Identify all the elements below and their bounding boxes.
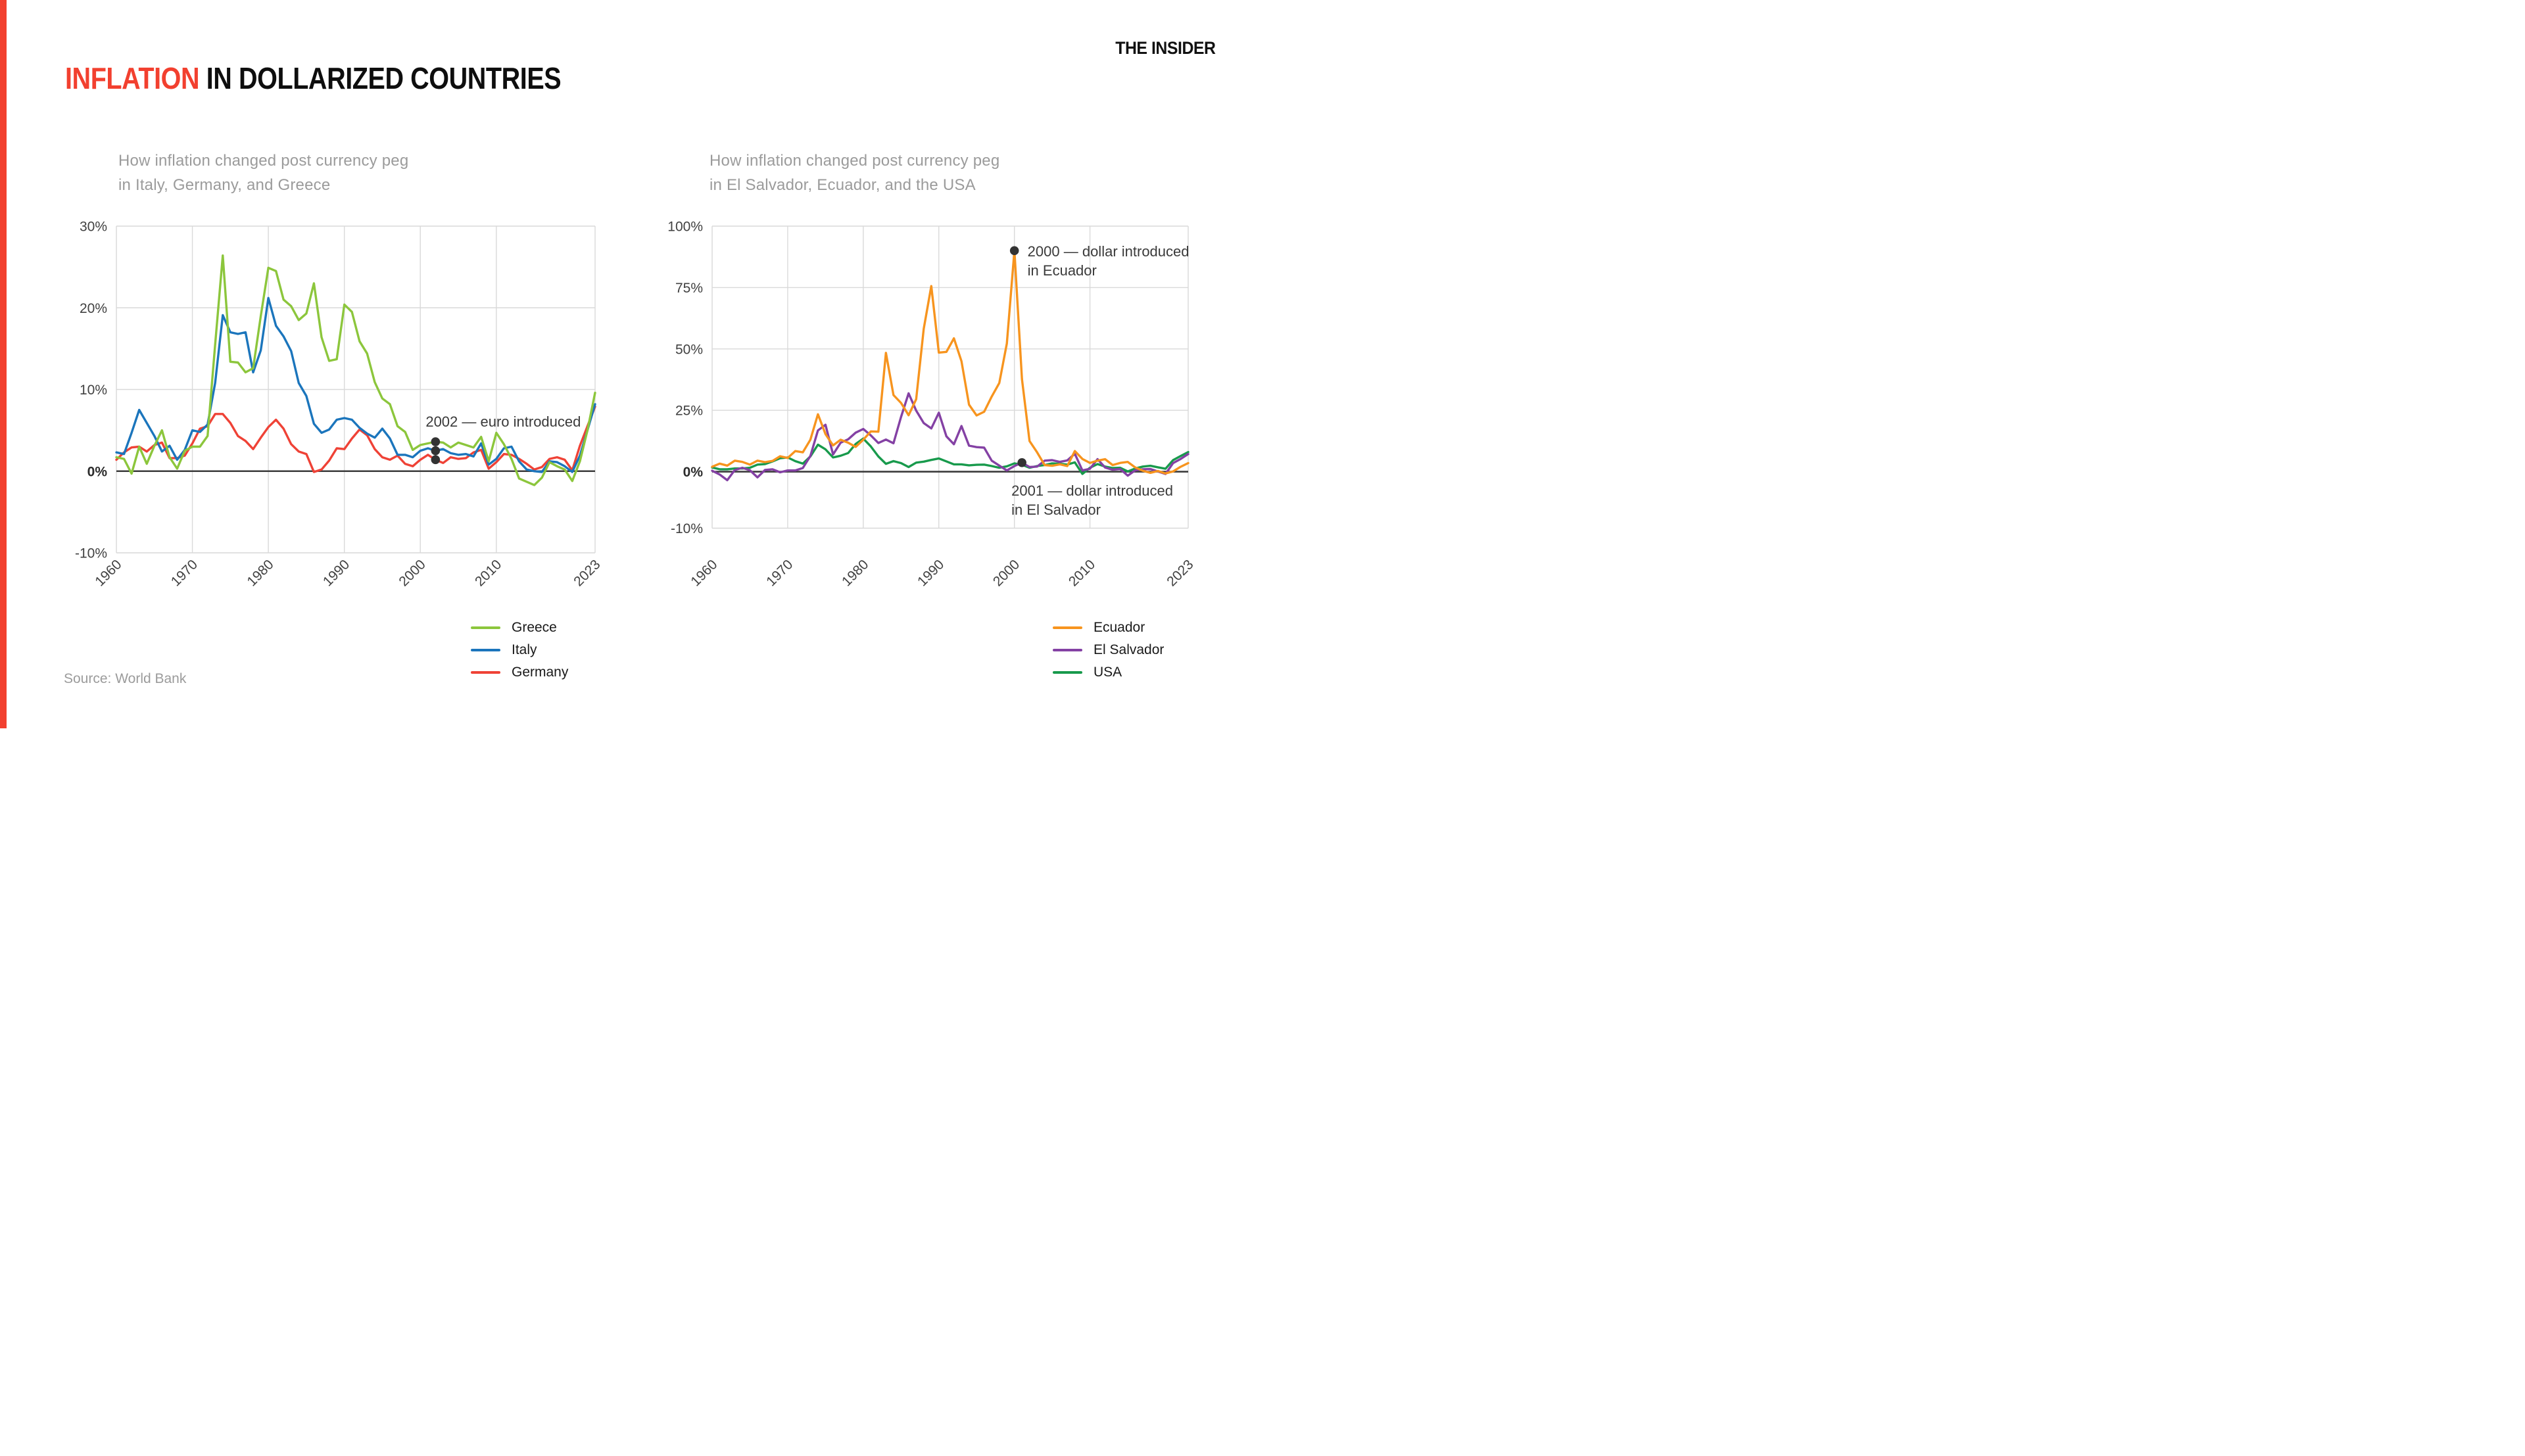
series-line-el-salvador	[711, 392, 1190, 482]
x-tick-label: 1960	[688, 557, 720, 589]
legend-label: Ecuador	[1094, 620, 1145, 635]
legend-item: Greece	[471, 620, 568, 635]
legend-swatch	[1053, 626, 1082, 629]
legend-item: Italy	[471, 642, 568, 657]
y-tick-label: 10%	[80, 383, 107, 398]
y-tick-label: 100%	[667, 220, 703, 235]
x-tick-label: 1970	[763, 557, 796, 589]
legend-item: Ecuador	[1053, 620, 1164, 635]
legend-label: Greece	[512, 620, 557, 635]
series-line-greece	[115, 254, 596, 486]
series-line-italy	[115, 296, 596, 473]
y-tick-label: 0%	[87, 464, 108, 479]
title-accent: INFLATION	[65, 61, 200, 95]
legend-left: Greece Italy Germany	[471, 620, 568, 688]
annotation-dot	[1009, 246, 1019, 256]
accent-bar	[0, 0, 7, 728]
chart-el-salvador-ecuador-usa: 100% 75% 50% 25% 0% -10% 1960 1970 1980 1990 2000 2…	[644, 217, 1223, 624]
x-tick-label: 1960	[92, 557, 124, 589]
legend-label: Italy	[512, 642, 537, 657]
legend-swatch	[471, 649, 500, 651]
subtitle-line: How inflation changed post currency peg	[118, 152, 409, 170]
series-line-germany	[115, 405, 596, 473]
title-rest: IN DOLLARIZED COUNTRIES	[199, 61, 562, 95]
chart-italy-germany-greece: 30% 20% 10% 0% -10% 1960 1970 1980 1990 2000 2010 2…	[39, 217, 618, 624]
legend-label: El Salvador	[1094, 642, 1165, 657]
y-tick-label: 75%	[675, 281, 703, 296]
subtitle-line: in El Salvador, Ecuador, and the USA	[709, 176, 976, 195]
series-line-ecuador	[711, 249, 1190, 475]
y-tick-label: 50%	[675, 342, 703, 357]
line-chart-svg: 30% 20% 10% 0% -10%1960 1970 1980 1990 2000 2010 2…	[75, 220, 604, 590]
legend-label: USA	[1094, 665, 1122, 680]
legend-item: El Salvador	[1053, 642, 1165, 657]
legend-swatch	[471, 671, 500, 674]
legend-swatch	[471, 626, 500, 629]
y-tick-label: -10%	[671, 521, 703, 536]
y-tick-label: -10%	[75, 546, 107, 561]
y-tick-label: 0%	[683, 465, 704, 480]
annotation-label: 2000 — dollar introduced in Ecuador	[1027, 243, 1190, 279]
annotation-label: 2002 — euro introduced	[425, 413, 581, 431]
x-tick-label: 1980	[839, 557, 871, 589]
subtitle-line: in Italy, Germany, and Greece	[118, 176, 331, 195]
y-tick-label: 20%	[80, 301, 107, 316]
x-tick-label: 2000	[990, 557, 1022, 589]
x-tick-label: 2010	[472, 557, 504, 589]
x-tick-label: 2023	[571, 557, 603, 589]
annotation-dot	[431, 446, 441, 456]
annotation-label: 2001 — dollar introduced in El Salvador	[1011, 482, 1173, 518]
y-tick-label: 30%	[80, 220, 107, 235]
y-tick-label: 25%	[675, 404, 703, 419]
legend-swatch	[1053, 649, 1082, 651]
annotation-dot	[431, 455, 441, 465]
x-tick-label: 2010	[1066, 557, 1098, 589]
source-note: Source: World Bank	[64, 671, 187, 686]
x-tick-label: 1970	[168, 557, 201, 589]
brand-logo: THE INSIDER	[1115, 38, 1216, 58]
x-tick-label: 1980	[244, 557, 276, 589]
line-chart-svg: 100% 75% 50% 25% 0% -10% 1960 1970 1980 1990 2000 2…	[667, 220, 1196, 590]
x-tick-label: 2023	[1164, 557, 1196, 589]
chart-subtitle-left: How inflation changed post currency peg …	[118, 149, 408, 197]
annotation-dot	[1017, 458, 1026, 467]
legend-swatch	[1053, 671, 1082, 674]
x-tick-label: 2000	[396, 557, 428, 589]
series-line-usa	[711, 437, 1190, 475]
legend-item: Germany	[471, 665, 568, 680]
legend-right: Ecuador El Salvador USA	[1053, 620, 1165, 688]
chart-subtitle-right: How inflation changed post currency peg …	[709, 149, 999, 197]
legend-item: USA	[1053, 665, 1164, 680]
x-tick-label: 1990	[915, 557, 947, 589]
subtitle-line: How inflation changed post currency peg	[709, 152, 1000, 170]
annotation-dot	[431, 437, 441, 446]
x-tick-label: 1990	[320, 557, 352, 589]
legend-label: Germany	[512, 665, 569, 680]
page-title: INFLATION IN DOLLARIZED COUNTRIES	[65, 60, 562, 96]
